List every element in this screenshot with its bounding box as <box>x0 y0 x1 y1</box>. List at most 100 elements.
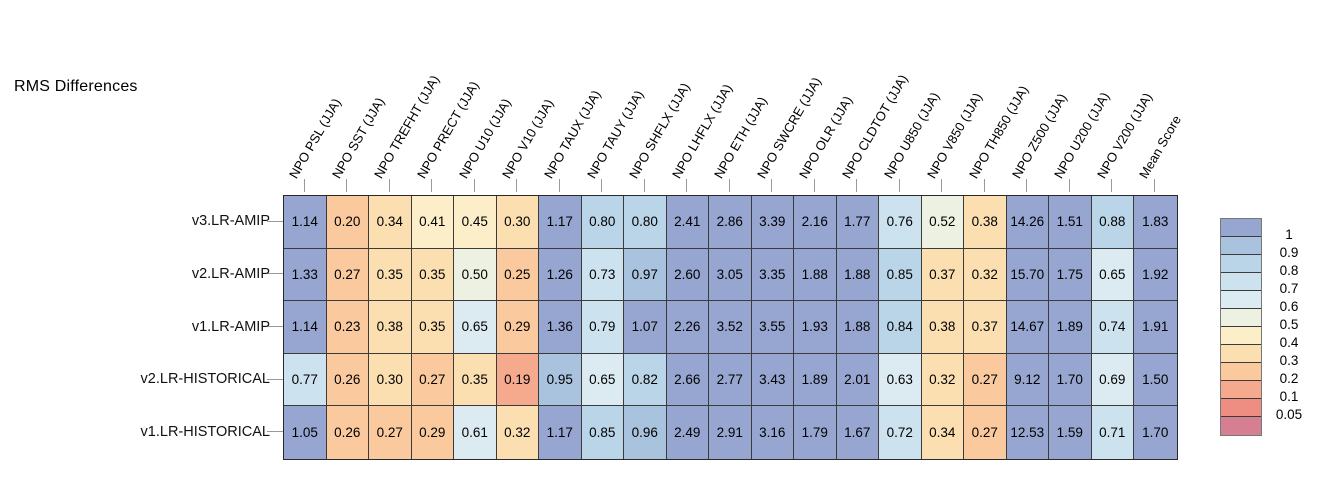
heatmap-cell: 2.77 <box>709 353 752 407</box>
heatmap-cell: 0.27 <box>411 353 454 407</box>
heatmap-cell: 0.61 <box>454 406 497 459</box>
heatmap-cell: 0.27 <box>326 248 369 302</box>
heatmap-cell: 3.16 <box>751 406 794 459</box>
heatmap-cell: 1.14 <box>284 196 327 249</box>
heatmap-cell: 1.89 <box>1049 301 1092 354</box>
column-tick <box>473 179 475 192</box>
row-tick <box>267 220 283 222</box>
heatmap-cell: 3.39 <box>751 196 794 249</box>
heatmap-cell: 0.27 <box>369 406 412 459</box>
heatmap-cell: 2.66 <box>666 353 709 407</box>
heatmap-cell: 0.73 <box>581 248 624 302</box>
colorbar-tick-label: 0.6 <box>1279 299 1299 314</box>
heatmap-cell: 1.07 <box>624 301 667 354</box>
column-tick <box>431 179 433 192</box>
heatmap-cell: 1.88 <box>836 301 879 354</box>
heatmap-cell: 1.75 <box>1049 248 1092 302</box>
heatmap-cell: 0.77 <box>284 353 327 407</box>
column-tick <box>1068 179 1070 192</box>
heatmap-cell: 1.88 <box>794 248 837 302</box>
column-tick <box>771 179 773 192</box>
heatmap-cell: 0.38 <box>921 301 964 354</box>
colorbar-tick-label: 0.05 <box>1275 407 1303 422</box>
heatmap-cell: 1.17 <box>539 406 582 459</box>
column-tick <box>558 179 560 192</box>
heatmap-cell: 1.89 <box>794 353 837 407</box>
heatmap-cell: 0.26 <box>326 353 369 407</box>
heatmap-cell: 0.32 <box>964 248 1007 302</box>
heatmap-cell: 0.25 <box>496 248 539 302</box>
heatmap-cell: 0.38 <box>964 196 1007 249</box>
heatmap-cell: 1.33 <box>284 248 327 302</box>
heatmap-cell: 0.35 <box>369 248 412 302</box>
chart-title: RMS Differences <box>14 78 138 95</box>
heatmap-cell: 2.01 <box>836 353 879 407</box>
heatmap-cell: 3.35 <box>751 248 794 302</box>
heatmap-cell: 1.51 <box>1049 196 1092 249</box>
heatmap-cell: 0.63 <box>879 353 922 407</box>
heatmap-cell: 0.30 <box>496 196 539 249</box>
row-tick <box>267 378 283 380</box>
heatmap-cell: 0.35 <box>411 248 454 302</box>
row-label: v2.LR-AMIP <box>191 265 270 282</box>
colorbar-band <box>1221 219 1261 237</box>
column-tick <box>686 179 688 192</box>
heatmap-cell: 0.29 <box>496 301 539 354</box>
heatmap-cell: 0.85 <box>581 406 624 459</box>
heatmap-cell: 0.71 <box>1091 406 1134 459</box>
colorbar-tick-label: 0.2 <box>1279 371 1299 386</box>
column-tick <box>1026 179 1028 192</box>
row-label: v2.LR-HISTORICAL <box>140 371 270 388</box>
column-tick <box>303 179 305 192</box>
colorbar-band <box>1221 381 1261 399</box>
colorbar-tick-label: 0.3 <box>1279 353 1299 368</box>
heatmap-cell: 0.96 <box>624 406 667 459</box>
column-tick <box>601 179 603 192</box>
heatmap-cell: 0.97 <box>624 248 667 302</box>
heatmap-cell: 0.95 <box>539 353 582 407</box>
column-label: Mean Score <box>1136 112 1185 181</box>
colorbar-tick-label: 0.1 <box>1279 389 1299 404</box>
heatmap-grid: 1.14 0.20 0.34 0.41 0.45 0.30 1.17 0.80 0.80 2.41… <box>283 195 1178 460</box>
column-tick <box>643 179 645 192</box>
heatmap-cell: 3.43 <box>751 353 794 407</box>
colorbar-band <box>1221 417 1261 435</box>
heatmap-cell: 2.26 <box>666 301 709 354</box>
heatmap-cell: 1.92 <box>1134 248 1177 302</box>
row-label: v3.LR-AMIP <box>191 213 270 230</box>
heatmap-cell: 1.70 <box>1049 353 1092 407</box>
column-tick <box>728 179 730 192</box>
heatmap-cell: 0.30 <box>369 353 412 407</box>
heatmap-cell: 0.37 <box>964 301 1007 354</box>
heatmap-cell: 3.05 <box>709 248 752 302</box>
heatmap-cell: 1.17 <box>539 196 582 249</box>
heatmap-cell: 0.69 <box>1091 353 1134 407</box>
heatmap-cell: 9.12 <box>1006 353 1049 407</box>
heatmap-cell: 0.52 <box>921 196 964 249</box>
heatmap-cell: 0.32 <box>496 406 539 459</box>
row-label: v1.LR-HISTORICAL <box>140 423 270 440</box>
heatmap-cell: 0.27 <box>964 406 1007 459</box>
heatmap-cell: 14.67 <box>1006 301 1049 354</box>
heatmap-cell: 0.27 <box>964 353 1007 407</box>
column-tick <box>388 179 390 192</box>
heatmap-cell: 1.14 <box>284 301 327 354</box>
colorbar-band <box>1221 363 1261 381</box>
heatmap-cell: 0.80 <box>581 196 624 249</box>
colorbar-band <box>1221 255 1261 273</box>
heatmap-cell: 2.49 <box>666 406 709 459</box>
heatmap-cell: 0.23 <box>326 301 369 354</box>
heatmap-cell: 15.70 <box>1006 248 1049 302</box>
colorbar-band <box>1221 345 1261 363</box>
heatmap-cell: 2.91 <box>709 406 752 459</box>
heatmap-cell: 1.91 <box>1134 301 1177 354</box>
heatmap-cell: 3.52 <box>709 301 752 354</box>
heatmap-cell: 1.59 <box>1049 406 1092 459</box>
heatmap-cell: 0.45 <box>454 196 497 249</box>
heatmap-cell: 0.88 <box>1091 196 1134 249</box>
colorbar-tick-label: 0.4 <box>1279 335 1299 350</box>
heatmap-cell: 1.36 <box>539 301 582 354</box>
colorbar-band <box>1221 399 1261 417</box>
heatmap-cell: 3.55 <box>751 301 794 354</box>
heatmap-cell: 0.32 <box>921 353 964 407</box>
